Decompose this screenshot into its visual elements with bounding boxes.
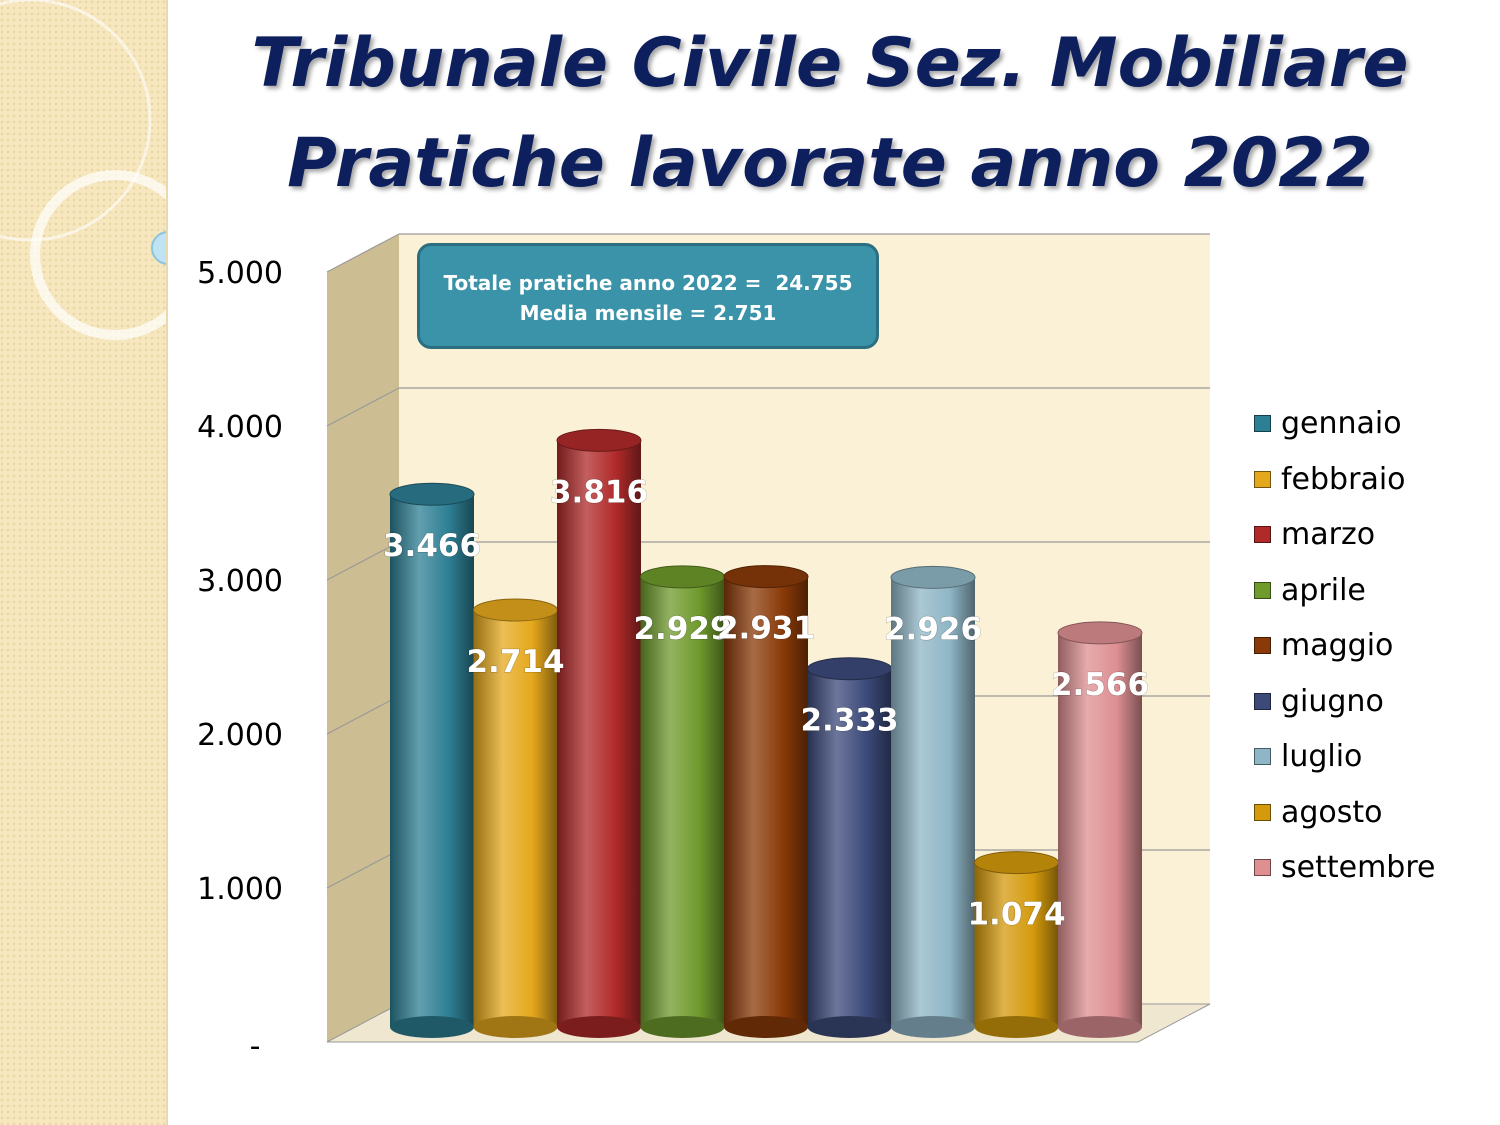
legend-swatch: [1254, 692, 1271, 710]
legend-swatch: [1254, 526, 1271, 544]
legend-item-settembre: settembre: [1254, 840, 1435, 896]
legend-item-maggio: maggio: [1254, 618, 1435, 674]
side-wall: [327, 234, 399, 1042]
chart-title-line-1: Tribunale Civile Sez. Mobiliare: [251, 24, 1409, 103]
bar-cap: [473, 598, 558, 622]
legend-swatch: [1254, 415, 1271, 433]
legend-label: marzo: [1281, 517, 1376, 553]
legend-label: aprile: [1281, 572, 1366, 608]
bar-base: [640, 1016, 725, 1038]
legend-label: febbraio: [1281, 461, 1406, 497]
bar-body: [807, 668, 892, 1027]
totals-info-box: Totale pratiche anno 2022 = 24.755 Media…: [417, 243, 879, 349]
y-tick-label: 2.000: [197, 718, 283, 753]
y-axis-tick-labels: - 1.000 2.000 3.000 4.000 5.000: [197, 256, 283, 1064]
legend-item-agosto: agosto: [1254, 785, 1435, 841]
bar-cap: [723, 565, 809, 589]
legend-label: giugno: [1281, 683, 1384, 719]
legend-item-febbraio: febbraio: [1254, 452, 1435, 508]
y-tick-label: -: [250, 1029, 261, 1064]
bar-value-label: 3.466: [383, 528, 481, 564]
bar-gennaio: [389, 482, 475, 1038]
bar-cap: [389, 482, 475, 506]
bar-body: [974, 862, 1059, 1027]
legend-swatch: [1254, 748, 1271, 766]
bar-value-label: 2.333: [800, 703, 898, 739]
legend-item-aprile: aprile: [1254, 563, 1435, 619]
bar-base: [807, 1016, 892, 1038]
bar-base: [724, 1016, 808, 1038]
legend-label: settembre: [1281, 850, 1436, 886]
y-tick-label: 3.000: [197, 564, 283, 599]
bar-body: [724, 576, 808, 1027]
bar-cap: [807, 657, 892, 681]
bar-value-label: 2.566: [1051, 667, 1149, 703]
bar-cap: [556, 428, 642, 452]
gridline-side: [326, 233, 400, 273]
bar-agosto: [974, 851, 1059, 1038]
chart-bars: [389, 428, 1143, 1038]
chart-legend: gennaio febbraio marzo aprile maggio giugno lu…: [1254, 396, 1435, 896]
bar-value-label: 2.931: [717, 611, 815, 647]
bar-value-label: 2.929: [633, 611, 731, 647]
bar-luglio: [890, 565, 976, 1038]
bar-cap: [640, 565, 725, 589]
bar-value-label: 1.074: [967, 897, 1065, 933]
bar-base: [891, 1016, 975, 1038]
legend-label: gennaio: [1281, 406, 1402, 442]
bar-body: [1058, 632, 1142, 1027]
legend-swatch: [1254, 859, 1271, 877]
bar-aprile: [640, 565, 725, 1038]
bar-settembre: [1057, 621, 1143, 1038]
total-text: Totale pratiche anno 2022 = 24.755: [443, 271, 853, 295]
decorative-side-strip: [0, 0, 200, 1125]
y-tick-label: 1.000: [197, 872, 283, 907]
legend-label: maggio: [1281, 628, 1394, 664]
bar-base: [1058, 1016, 1142, 1038]
bar-cap: [890, 565, 976, 589]
bar-base: [390, 1016, 474, 1038]
legend-swatch: [1254, 581, 1271, 599]
bar-value-label: 2.926: [884, 611, 982, 647]
chart-title-line-2: Pratiche lavorate anno 2022: [287, 124, 1373, 203]
gridline-side: [326, 695, 400, 735]
legend-swatch: [1254, 803, 1271, 821]
legend-label: agosto: [1281, 794, 1383, 830]
bar-maggio: [723, 565, 809, 1038]
legend-item-giugno: giugno: [1254, 674, 1435, 730]
legend-item-gennaio: gennaio: [1254, 396, 1435, 452]
bar-febbraio: [473, 598, 558, 1038]
legend-swatch: [1254, 470, 1271, 488]
bar-cap: [974, 851, 1059, 875]
bar-giugno: [807, 657, 892, 1038]
legend-item-marzo: marzo: [1254, 507, 1435, 563]
legend-swatch: [1254, 637, 1271, 655]
legend-item-luglio: luglio: [1254, 729, 1435, 785]
bar-value-label: 2.714: [466, 644, 564, 680]
y-tick-label: 5.000: [197, 256, 283, 291]
monthly-average-text: Media mensile = 2.751: [519, 301, 777, 325]
bar-base: [557, 1016, 641, 1038]
bar-body: [557, 440, 641, 1027]
bar-body: [891, 577, 975, 1027]
bar-value-label: 3.816: [550, 474, 648, 510]
bar-body: [473, 610, 558, 1027]
bar-marzo: [556, 428, 642, 1038]
gridline-side: [326, 849, 400, 889]
gridline-side: [326, 541, 400, 581]
gridline-side: [326, 387, 400, 427]
bar-cap: [1057, 621, 1143, 645]
bar-body: [640, 576, 725, 1027]
bar-base: [974, 1016, 1059, 1038]
bar-base: [473, 1016, 558, 1038]
bar-body: [390, 494, 474, 1028]
y-tick-label: 4.000: [197, 410, 283, 445]
legend-label: luglio: [1281, 739, 1363, 775]
